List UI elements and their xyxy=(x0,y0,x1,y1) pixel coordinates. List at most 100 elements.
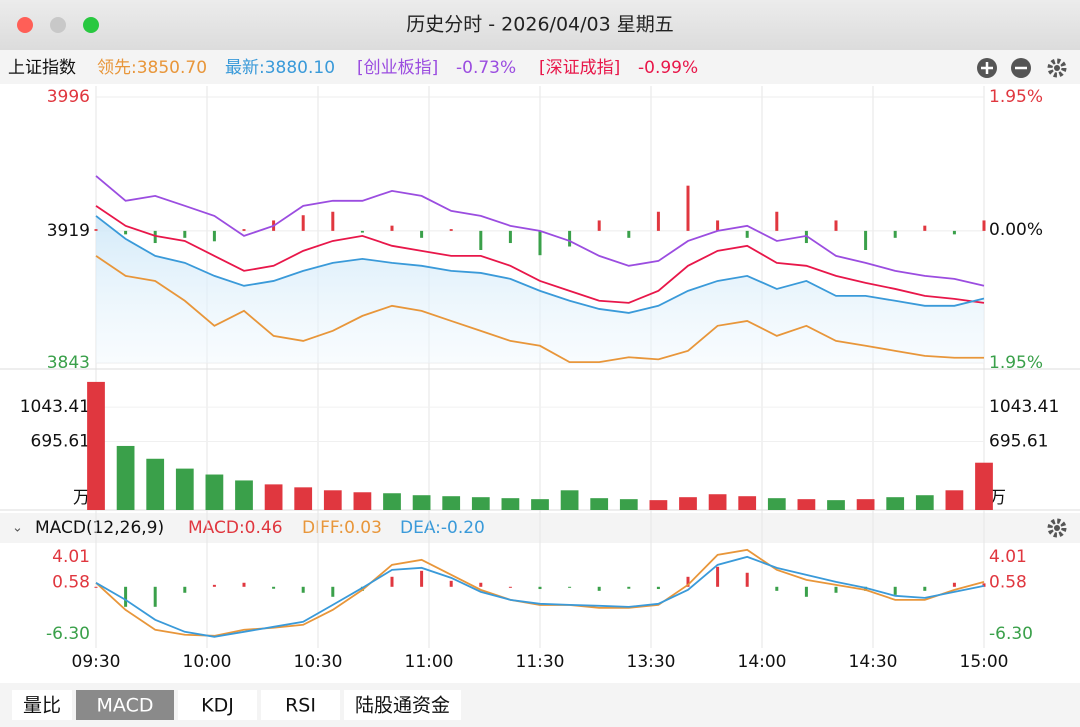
macd-bar xyxy=(94,586,98,588)
macd-title: MACD(12,26,9) xyxy=(35,518,164,538)
sz-change: -0.99% xyxy=(638,58,698,78)
tab-label: MACD xyxy=(97,695,154,717)
volume-bar xyxy=(353,492,372,510)
zoom-in[interactable] xyxy=(977,58,997,78)
breadth-bar xyxy=(982,220,986,231)
volume-bar xyxy=(412,495,431,510)
breadth-bar xyxy=(952,230,956,235)
macd-bar xyxy=(538,586,542,590)
volume-bar xyxy=(501,498,520,510)
macd-bar xyxy=(716,566,720,587)
volume-bar xyxy=(205,474,224,510)
breadth-bar xyxy=(360,230,364,233)
macd-bar xyxy=(479,582,483,587)
macd-bar xyxy=(390,576,394,587)
breadth-bar xyxy=(775,211,779,231)
volume-bar xyxy=(560,490,579,510)
zoom-button[interactable] xyxy=(83,17,99,33)
close-button[interactable] xyxy=(17,17,33,33)
volume-bar xyxy=(235,480,253,510)
y-tick-label-right: 4.01 xyxy=(989,547,1027,567)
macd-bar xyxy=(272,586,276,589)
tab[interactable] xyxy=(178,690,257,720)
tab[interactable] xyxy=(76,690,174,720)
zoom-out[interactable] xyxy=(1011,58,1031,78)
x-tick-label: 11:00 xyxy=(405,652,454,672)
y-tick-label: 695.61 xyxy=(31,431,90,451)
window-title: 历史分时 - 2026/04/03 星期五 xyxy=(406,14,674,36)
volume-unit: 万 xyxy=(73,488,90,508)
y-tick-label: -6.30 xyxy=(46,624,90,644)
y-tick-label: 3843 xyxy=(47,353,90,373)
volume-bar xyxy=(294,487,313,510)
x-tick-label: 15:00 xyxy=(960,652,1009,672)
volume-bar xyxy=(945,490,964,510)
macd-bar xyxy=(597,586,601,591)
macd-bar xyxy=(242,582,246,587)
header-bar xyxy=(0,50,1080,84)
breadth-bar xyxy=(864,230,868,250)
y-tick-label-right: 0.58 xyxy=(989,572,1027,592)
volume-bar xyxy=(767,498,786,510)
volume-bar xyxy=(531,499,549,510)
volume-bar xyxy=(442,496,461,510)
breadth-bar xyxy=(716,220,720,231)
macd-bar xyxy=(508,586,512,588)
breadth-bar xyxy=(242,229,246,231)
sz-name: [深证成指] xyxy=(539,58,620,78)
tab[interactable] xyxy=(12,690,72,720)
minimize-button[interactable] xyxy=(50,17,66,33)
macd-bar xyxy=(982,583,986,587)
volume-unit-right: 万 xyxy=(989,488,1006,508)
macd-bar xyxy=(686,576,690,587)
volume-bar xyxy=(264,484,283,510)
tab-label: KDJ xyxy=(201,695,234,717)
macd-bar xyxy=(952,582,956,587)
volume-bar xyxy=(471,497,490,510)
volume-bar xyxy=(975,462,993,510)
macd-settings[interactable] xyxy=(1047,518,1067,538)
collapse-toggle[interactable]: ⌄ xyxy=(12,521,23,536)
x-tick-label: 13:30 xyxy=(627,652,676,672)
volume-bar xyxy=(146,458,165,510)
breadth-bar xyxy=(568,230,572,247)
y-tick-label: 3996 xyxy=(47,87,90,107)
y2-tick-label: 1.95% xyxy=(989,353,1043,373)
volume-bar xyxy=(323,490,342,510)
macd-bar xyxy=(627,586,631,589)
x-tick-label: 14:00 xyxy=(738,652,787,672)
breadth-bar xyxy=(656,211,660,231)
price-area xyxy=(96,215,984,363)
x-tick-label: 10:00 xyxy=(183,652,232,672)
y-tick-label-right: 1043.41 xyxy=(989,397,1059,417)
x-tick-label: 10:30 xyxy=(294,652,343,672)
series-line xyxy=(95,255,984,364)
volume-bar xyxy=(827,500,845,510)
x-tick-label: 09:30 xyxy=(72,652,121,672)
y2-tick-label: 1.95% xyxy=(989,87,1043,107)
tab[interactable] xyxy=(344,690,461,720)
volume-bar xyxy=(708,494,727,510)
x-tick-label: 11:30 xyxy=(516,652,565,672)
volume-bar xyxy=(383,493,401,510)
settings[interactable] xyxy=(1047,58,1067,78)
macd-bar xyxy=(923,586,927,591)
series-line xyxy=(95,205,985,304)
breadth-bar xyxy=(183,230,187,238)
dea-value: DEA:-0.20 xyxy=(400,518,485,538)
volume-bar xyxy=(856,499,875,510)
macd-value: MACD:0.46 xyxy=(188,518,283,538)
series-line xyxy=(95,555,985,638)
tab[interactable] xyxy=(261,690,340,720)
volume-bar xyxy=(649,500,668,510)
volume-bar xyxy=(87,381,105,510)
breadth-bar xyxy=(627,230,631,238)
index-name: 上证指数 xyxy=(8,58,76,78)
y-tick-label: 0.58 xyxy=(52,572,90,592)
macd-bar xyxy=(420,570,424,587)
breadth-bar xyxy=(390,225,394,231)
volume-bar xyxy=(175,468,194,510)
series-line xyxy=(95,215,985,314)
y-tick-label: 1043.41 xyxy=(20,397,90,417)
latest-value: 最新:3880.10 xyxy=(225,58,335,78)
